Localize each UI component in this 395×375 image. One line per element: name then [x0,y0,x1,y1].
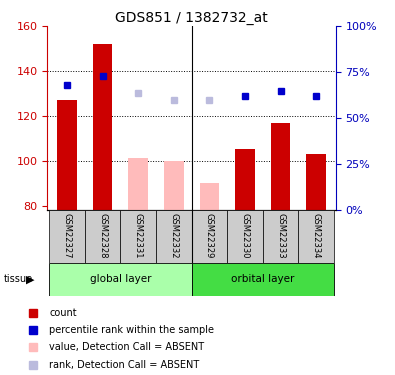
Text: global layer: global layer [90,274,151,284]
Bar [271,123,290,210]
Text: ▶: ▶ [26,274,34,284]
Bar [49,262,192,296]
Bar [307,154,326,210]
Bar [120,210,156,262]
Text: orbital layer: orbital layer [231,274,294,284]
Text: GSM22329: GSM22329 [205,213,214,258]
Bar [192,262,334,296]
Text: rank, Detection Call = ABSENT: rank, Detection Call = ABSENT [49,360,199,370]
Text: count: count [49,308,77,318]
Text: tissue: tissue [4,274,33,284]
Bar [49,210,85,262]
Bar [199,183,219,210]
Bar [235,150,255,210]
Bar [192,210,227,262]
Bar [93,44,112,210]
Bar [227,210,263,262]
Text: GSM22331: GSM22331 [134,213,143,258]
Text: GSM22332: GSM22332 [169,213,178,258]
Bar [57,100,77,210]
Text: GSM22327: GSM22327 [62,213,71,258]
Title: GDS851 / 1382732_at: GDS851 / 1382732_at [115,11,268,25]
Bar [128,159,148,210]
Text: GSM22330: GSM22330 [241,213,250,258]
Bar [263,210,298,262]
Text: GSM22333: GSM22333 [276,213,285,258]
Text: value, Detection Call = ABSENT: value, Detection Call = ABSENT [49,342,204,352]
Bar [164,161,184,210]
Text: percentile rank within the sa​mple: percentile rank within the sa​mple [49,325,214,335]
Text: GSM22334: GSM22334 [312,213,321,258]
Text: GSM22328: GSM22328 [98,213,107,258]
Bar [298,210,334,262]
Bar [156,210,192,262]
Bar [85,210,120,262]
